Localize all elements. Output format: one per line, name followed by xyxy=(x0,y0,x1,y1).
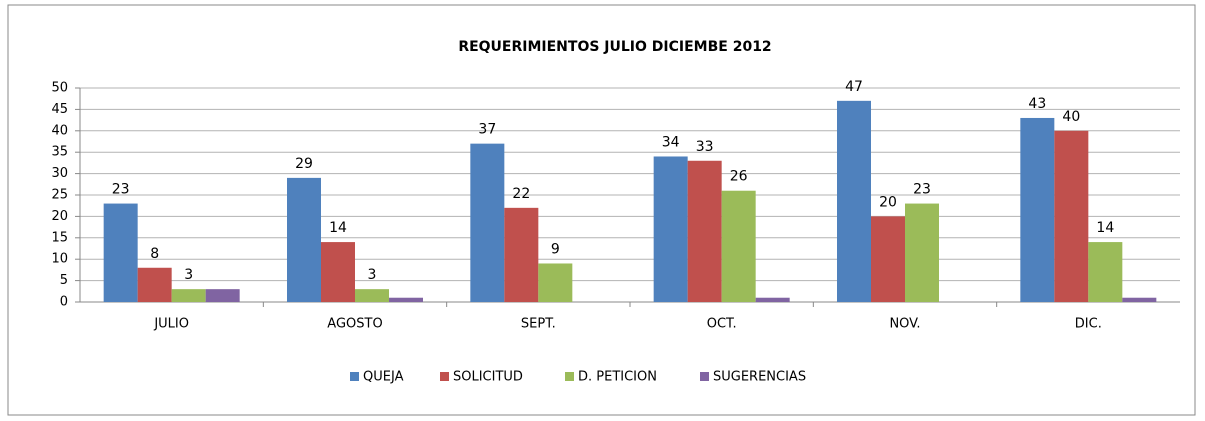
data-label: 14 xyxy=(329,220,347,236)
data-label: 26 xyxy=(730,169,748,185)
y-tick-label: 0 xyxy=(60,295,68,310)
data-label: 29 xyxy=(295,156,313,172)
y-tick-label: 30 xyxy=(51,166,68,181)
bar xyxy=(171,289,206,302)
chart-title: REQUERIMIENTOS JULIO DICIEMBE 2012 xyxy=(458,39,771,55)
chart-border xyxy=(7,4,1196,416)
legend-label: QUEJA xyxy=(363,370,404,385)
y-tick-label: 40 xyxy=(51,123,68,138)
data-label: 40 xyxy=(1062,109,1080,125)
bar xyxy=(205,289,240,302)
legend-label: SUGERENCIAS xyxy=(713,370,806,385)
bar xyxy=(470,143,505,302)
y-tick-label: 10 xyxy=(51,252,68,267)
bar xyxy=(1054,130,1089,302)
y-tick-label: 15 xyxy=(51,230,68,245)
bar xyxy=(287,177,321,302)
x-tick-label: JULIO xyxy=(153,317,189,332)
data-label: 14 xyxy=(1096,220,1114,236)
y-tick-label: 20 xyxy=(51,209,68,224)
x-tick-label: NOV. xyxy=(889,317,920,332)
bar xyxy=(871,216,905,302)
bar xyxy=(355,289,389,302)
bar xyxy=(1088,242,1123,302)
legend-label: D. PETICION xyxy=(578,370,657,385)
data-label: 20 xyxy=(879,194,897,210)
bar xyxy=(389,297,423,302)
data-label: 8 xyxy=(150,246,159,262)
data-label: 3 xyxy=(368,267,377,283)
data-label: 23 xyxy=(112,182,130,198)
bar xyxy=(103,203,138,302)
bar xyxy=(504,207,539,302)
data-label: 43 xyxy=(1028,96,1046,112)
data-label: 34 xyxy=(662,134,680,150)
data-label: 37 xyxy=(478,122,496,138)
data-label: 47 xyxy=(845,79,863,95)
bar xyxy=(905,203,939,302)
bar xyxy=(687,160,722,302)
bar xyxy=(721,190,756,302)
x-tick-label: DIC. xyxy=(1075,317,1102,332)
data-label: 3 xyxy=(184,267,193,283)
bar xyxy=(653,156,688,302)
x-tick-label: OCT. xyxy=(707,317,737,332)
bar xyxy=(1122,297,1157,302)
y-tick-label: 50 xyxy=(51,81,68,96)
y-tick-label: 25 xyxy=(51,188,68,203)
legend-label: SOLICITUD xyxy=(453,370,523,385)
bar xyxy=(755,297,790,302)
x-tick-label: AGOSTO xyxy=(327,317,382,332)
legend-swatch xyxy=(700,372,709,381)
legend-swatch xyxy=(565,372,574,381)
data-label: 23 xyxy=(913,182,931,198)
legend-swatch xyxy=(440,372,449,381)
bar xyxy=(837,100,871,302)
data-label: 33 xyxy=(696,139,714,155)
bar xyxy=(1020,117,1055,303)
y-tick-label: 35 xyxy=(51,145,68,160)
data-label: 22 xyxy=(512,186,530,202)
bar xyxy=(137,267,172,302)
y-tick-label: 45 xyxy=(51,102,68,117)
legend-swatch xyxy=(350,372,359,381)
data-label: 9 xyxy=(551,241,560,257)
y-tick-label: 5 xyxy=(60,273,68,288)
bar xyxy=(538,263,573,302)
bar xyxy=(321,242,355,302)
x-tick-label: SEPT. xyxy=(521,317,556,332)
